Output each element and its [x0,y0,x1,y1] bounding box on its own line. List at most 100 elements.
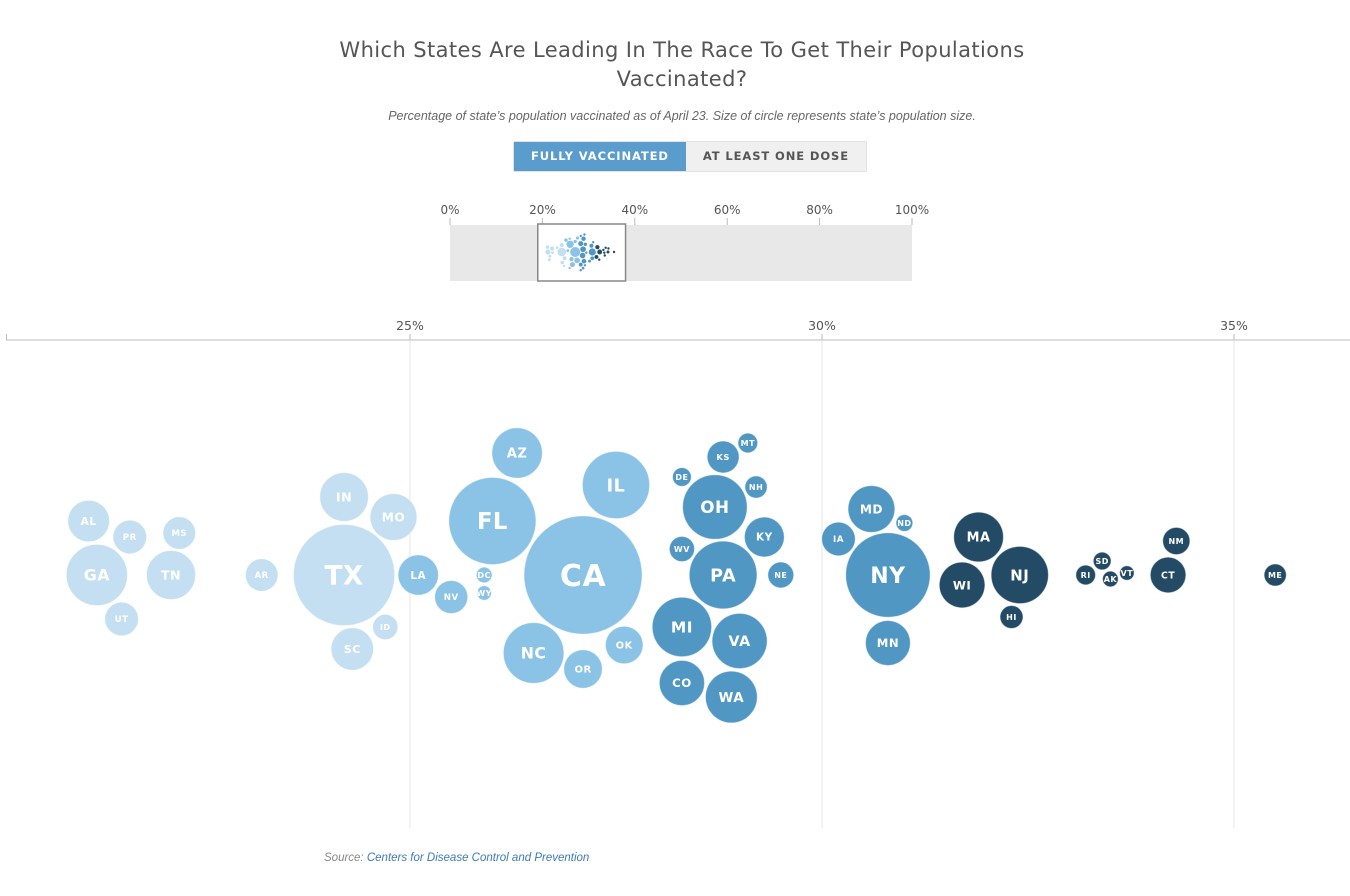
bubble-circle [448,476,537,566]
mini-dot-ga [545,249,551,255]
bubble-label: IN [336,490,352,505]
mini-dot-ut [547,258,551,262]
mini-dot-de [579,269,582,272]
bubble-label: OK [616,641,633,652]
mini-dot-pa [580,246,586,253]
bubble-circle [658,659,706,707]
mini-dot-pr [548,254,552,258]
bubble-circle [1102,570,1119,588]
mini-dot-nc [569,262,576,268]
bubble-label: WY [476,589,492,598]
bubble-label: SD [1095,557,1108,566]
bubble-label: NV [444,593,459,603]
mini-dot-mn [590,256,595,261]
brush-window [537,223,627,282]
state-bubble-ct: CT [1149,556,1187,594]
state-bubble-md: MD [847,485,896,533]
state-bubble-ky: KY [743,516,785,558]
mini-dot-ia [588,259,591,263]
bubble-circle [475,566,493,584]
bubble-circle [706,440,740,474]
mini-dot-wv [579,234,582,238]
mini-dot-md [589,243,594,248]
bubble-circle [845,532,931,618]
state-bubble-ga: GA [65,543,128,607]
bubble-label: HI [1006,613,1017,622]
state-bubble-wi: WI [938,561,986,609]
mini-dot-fl [566,240,574,249]
bubble-circle [668,535,696,563]
state-bubble-sc: SC [330,627,375,671]
mini-dot-wy [568,266,571,270]
state-bubble-ri: RI [1075,564,1097,586]
bubble-label: LA [410,570,426,582]
mini-dot-il [574,257,580,264]
source-link[interactable]: Centers for Disease Control and Preventi… [366,852,590,864]
bubble-label: CA [560,559,607,594]
bubble-circle [244,558,279,592]
bubble-circle [1162,526,1191,556]
mini-dot-nj [597,249,603,255]
overview-tick-label: 0% [440,203,459,217]
mini-dot-ca [570,246,581,258]
bubble-circle [604,625,644,665]
bubble-circle [581,450,651,520]
state-bubble-tn: TN [146,549,197,601]
mini-dot-ma [595,244,600,250]
state-bubble-wy: WY [476,585,492,601]
state-bubble-sd: SD [1092,551,1112,571]
bubble-label: WI [953,578,972,592]
bubble-circle [688,540,758,610]
mini-dot-or [573,239,577,244]
bubble-label: IL [607,476,626,496]
state-bubble-mt: MT [737,432,759,454]
bubble-label: DE [675,473,688,482]
bubble-label: PA [710,566,736,586]
mini-dot-me [612,250,616,254]
mini-dot-oh [579,252,586,259]
state-bubble-nm: NM [1162,526,1191,556]
bubble-circle [847,485,896,533]
bubble-circle [67,499,110,543]
state-bubble-dc: DC [475,566,493,584]
bubble-circle [65,543,128,607]
state-bubble-la: LA [397,554,439,596]
bubble-label: ND [897,519,911,528]
state-bubble-in: IN [319,472,369,522]
mini-dot-ks [581,266,585,270]
bubble-label: GA [84,566,111,585]
state-bubble-co: CO [658,659,706,707]
bubble-label: PR [123,533,137,543]
bubble-circle [372,613,399,641]
bubble-label: WA [719,690,745,706]
mini-dot-in [559,242,564,248]
state-bubble-ok: OK [604,625,644,665]
bubble-label: MA [967,531,991,546]
state-bubble-ca: CA [523,515,643,635]
bubble-label: AL [81,515,97,528]
fully-vaccinated-button[interactable]: FULLY VACCINATED [514,142,686,171]
bubble-label: RI [1081,571,1091,580]
bubble-label: VA [728,634,751,650]
state-bubble-ne: NE [767,561,795,589]
bubble-circle [744,475,768,499]
state-bubble-me: ME [1263,563,1287,587]
bubble-label: NC [521,644,547,663]
state-bubble-vt: VT [1119,565,1135,581]
bubble-circle [672,467,692,487]
mini-dot-dc [568,237,571,240]
bubble-label: SC [344,643,361,656]
bubble-circle [523,515,643,635]
at-least-one-dose-button[interactable]: AT LEAST ONE DOSE [685,142,866,171]
bubble-label: NE [774,571,787,580]
mini-dot-va [581,258,587,264]
mini-dot-la [564,238,568,242]
state-bubble-va: VA [711,612,768,670]
mini-dot-id [562,264,566,268]
bubble-label: CO [672,676,692,690]
bubble-label: AK [1104,575,1118,584]
mini-dot-nv [566,249,570,253]
bubble-circle [476,585,492,601]
state-bubble-nv: NV [434,579,469,615]
